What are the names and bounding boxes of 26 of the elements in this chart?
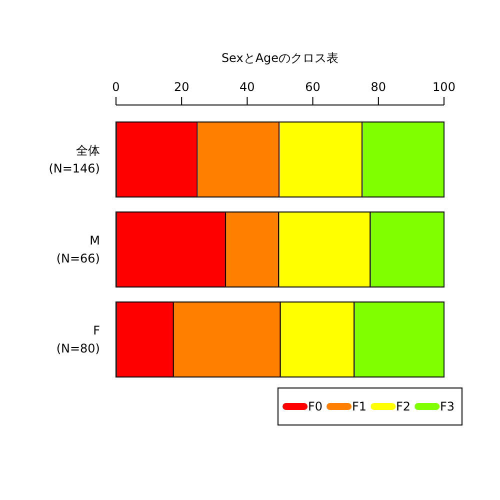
bar: [116, 122, 198, 198]
bar: [354, 302, 444, 378]
bar: [172, 302, 281, 378]
x-tick-label: 20: [174, 80, 190, 94]
chart-title: SexとAgeのクロス表: [221, 51, 339, 65]
x-tick-label: 40: [240, 80, 255, 94]
legend-label: F1: [352, 400, 367, 414]
x-tick-label: 100: [432, 80, 456, 94]
y-tick-label: 全体 (N=146): [48, 144, 100, 176]
legend-label: F0: [308, 400, 323, 414]
bar: [362, 122, 444, 198]
bar: [370, 212, 444, 288]
bar: [278, 122, 362, 198]
text: F2: [396, 400, 411, 414]
bar: [116, 212, 226, 288]
x-tick-label: 80: [370, 80, 386, 94]
legend-label: F3: [440, 400, 455, 414]
y-tick-label: M (N=66): [56, 234, 100, 266]
bar: [278, 212, 371, 288]
x-tick-label: 60: [305, 80, 320, 94]
bar: [225, 212, 280, 288]
x-tick-label: 0: [112, 80, 120, 94]
y-tick-label: F (N=80): [56, 324, 100, 356]
bar: [196, 122, 280, 198]
bar: [116, 302, 174, 378]
bar: [280, 302, 355, 378]
